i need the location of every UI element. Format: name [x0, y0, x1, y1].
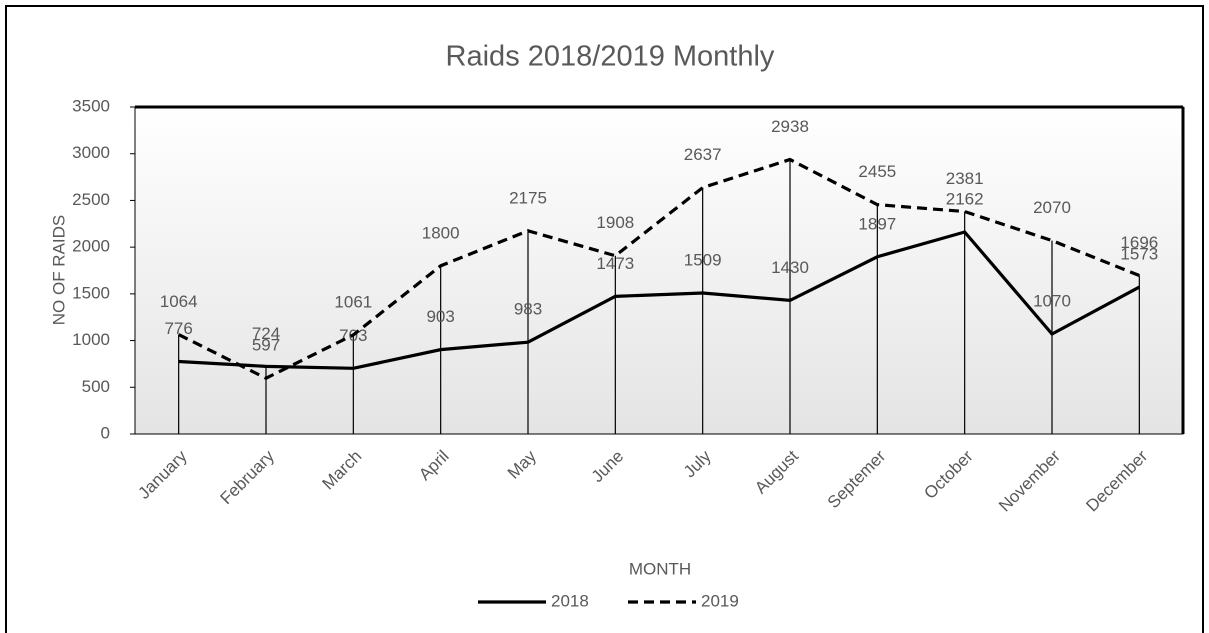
- legend-label: 2018: [551, 591, 589, 610]
- data-label: 983: [514, 300, 542, 319]
- series-line: [177, 157, 1140, 381]
- data-label: 1064: [160, 292, 198, 311]
- data-label: 1070: [1033, 292, 1071, 311]
- plot-area: [134, 106, 1184, 435]
- data-label: 1430: [771, 258, 809, 277]
- y-tick-label: 3000: [72, 143, 110, 162]
- data-label: 1908: [596, 213, 634, 232]
- legend-label: 2019: [701, 591, 739, 610]
- x-tick-label: June: [588, 447, 628, 487]
- x-tick-label: April: [415, 447, 452, 484]
- x-tick-label: March: [318, 447, 365, 494]
- x-tick-label: October: [920, 446, 976, 502]
- y-tick-label: 0: [101, 423, 110, 442]
- data-label: 1696: [1120, 233, 1158, 252]
- chart-title: Raids 2018/2019 Monthly: [446, 41, 775, 73]
- data-label: 2938: [771, 117, 809, 136]
- data-label: 1573: [1120, 245, 1158, 264]
- data-label: 2381: [946, 169, 984, 188]
- x-tick-label: August: [751, 446, 802, 497]
- y-tick-label: 3500: [72, 96, 110, 115]
- x-axis-label: MONTH: [629, 559, 691, 578]
- y-tick-label: 500: [82, 377, 110, 396]
- data-label: 597: [252, 336, 280, 355]
- data-label: 1897: [858, 214, 896, 233]
- y-tick-label: 2500: [72, 190, 110, 209]
- x-tick-label: July: [680, 446, 715, 481]
- x-tick-label: January: [134, 446, 191, 503]
- data-label: 2162: [946, 189, 984, 208]
- x-tick-label: November: [995, 446, 1064, 515]
- data-label: 1800: [422, 223, 460, 242]
- x-tick-label: December: [1082, 446, 1151, 515]
- outer-border: [5, 5, 1204, 633]
- data-label: 1473: [596, 254, 634, 273]
- data-label: 724: [252, 324, 280, 343]
- x-tick-label: February: [216, 446, 278, 508]
- data-label: 2637: [684, 145, 722, 164]
- data-label: 2175: [509, 188, 547, 207]
- data-label: 1061: [334, 292, 372, 311]
- data-label: 903: [426, 307, 454, 326]
- series-line: [178, 230, 1141, 370]
- data-label: 2070: [1033, 198, 1071, 217]
- y-axis-label: NO OF RAIDS: [49, 215, 68, 326]
- data-label: 776: [164, 319, 192, 338]
- data-label: 2455: [858, 162, 896, 181]
- x-tick-label: Septemer: [824, 446, 890, 512]
- x-tick-label: May: [504, 446, 540, 482]
- y-tick-label: 2000: [72, 237, 110, 256]
- data-label: 1509: [684, 251, 722, 270]
- y-tick-label: 1500: [72, 283, 110, 302]
- y-tick-label: 1000: [72, 330, 110, 349]
